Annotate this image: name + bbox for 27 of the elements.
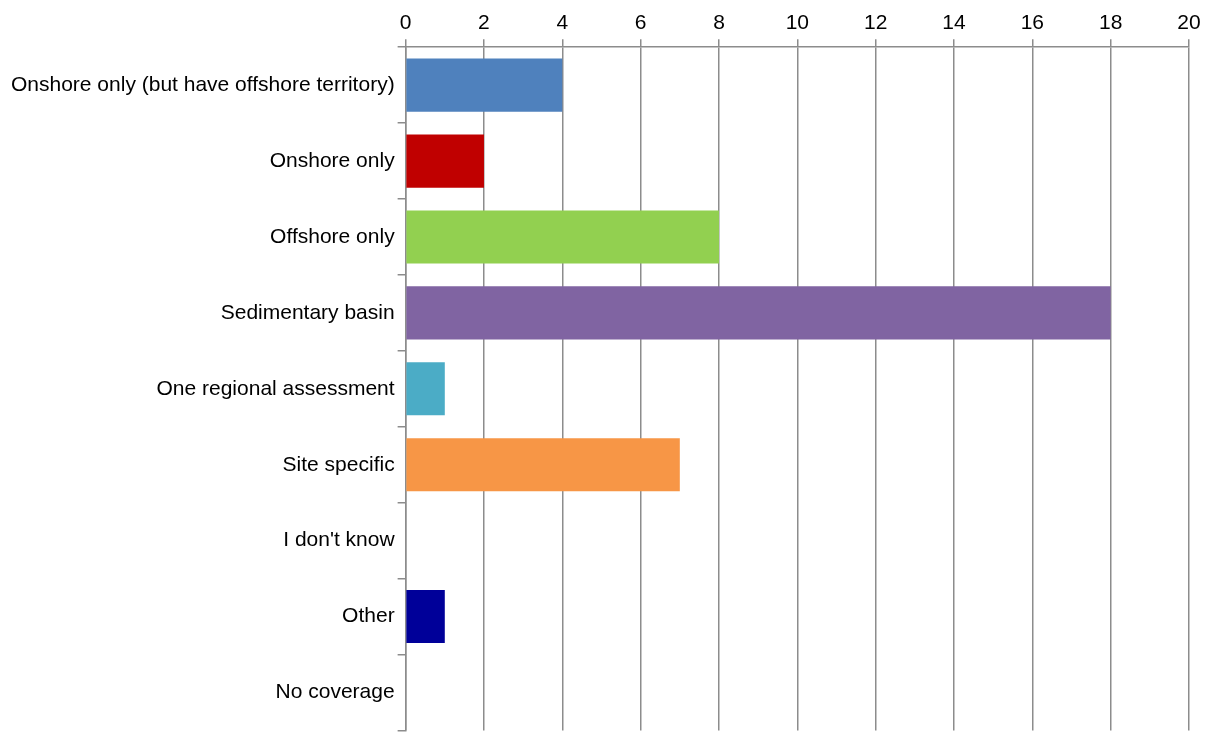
x-tick-label: 12 bbox=[863, 10, 888, 34]
y-tick-label: Onshore only bbox=[269, 147, 396, 171]
y-tick-label: Offshore only bbox=[270, 223, 396, 247]
bar bbox=[406, 58, 563, 112]
bar bbox=[406, 589, 445, 644]
x-tick-label: 0 bbox=[399, 10, 412, 34]
x-tick-label: 8 bbox=[713, 10, 725, 34]
x-tick-label: 18 bbox=[1098, 10, 1123, 34]
x-tick-label: 16 bbox=[1020, 10, 1045, 34]
y-tick-label: One regional assessment bbox=[156, 375, 395, 399]
bar bbox=[406, 286, 1111, 340]
x-tick-label: 10 bbox=[785, 10, 809, 34]
y-tick-label: Other bbox=[342, 603, 395, 627]
bar bbox=[406, 134, 484, 188]
y-tick-label: I don't know bbox=[283, 527, 396, 551]
y-tick-label: No coverage bbox=[275, 679, 395, 703]
x-tick-label: 20 bbox=[1177, 10, 1201, 34]
y-tick-label: Onshore only (but have offshore territory) bbox=[10, 71, 395, 95]
y-tick-label: Site specific bbox=[282, 451, 395, 475]
x-tick-label: 14 bbox=[942, 10, 966, 34]
x-tick-label: 6 bbox=[634, 10, 647, 34]
x-tick-label: 2 bbox=[478, 10, 490, 34]
bar bbox=[406, 210, 719, 264]
x-tick-label: 4 bbox=[556, 10, 569, 34]
y-tick-label: Sedimentary basin bbox=[220, 299, 395, 323]
bar bbox=[406, 438, 680, 492]
bar bbox=[406, 362, 445, 416]
